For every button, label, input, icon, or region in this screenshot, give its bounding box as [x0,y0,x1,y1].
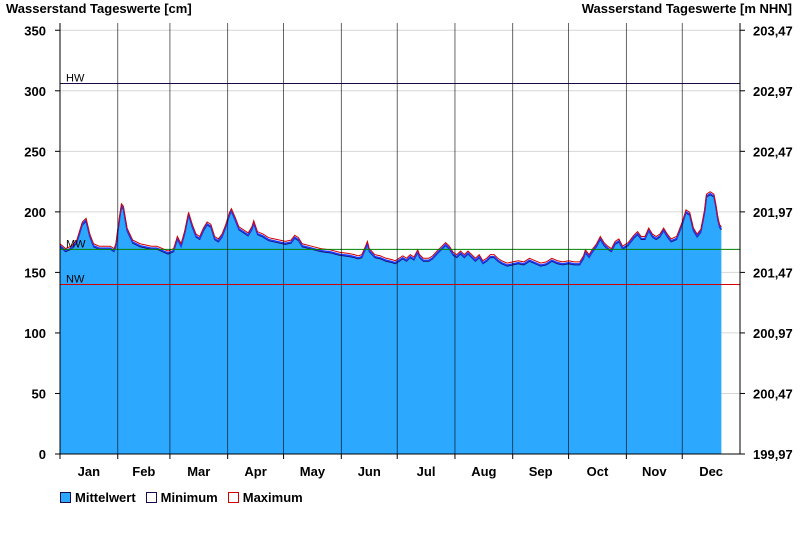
legend-swatch-minimum [145,492,157,503]
tick-label-left: 50 [32,386,46,401]
left-axis-title: Wasserstand Tageswerte [cm] [6,1,192,16]
area-layer [59,191,723,454]
series-line-maximum [59,191,722,264]
legend-item-maximum: Maximum [227,490,303,505]
reference-label-mw: MW [66,238,86,250]
month-label-may: May [300,464,326,479]
month-label-apr: Apr [244,464,266,479]
month-label-sep: Sep [529,464,553,479]
month-dividers: Jan Feb Mar Apr May Jun Jul Aug Sep Oct Nov Dec [59,23,723,479]
legend-label-maximum: Maximum [242,490,303,505]
legend: Mittelwert Minimum Maximum [60,490,303,505]
reference-label-hw: HW [66,73,85,85]
tick-label-right: 200,47 [753,386,793,401]
plot-frame [59,23,741,455]
tick-label-left: 150 [24,265,46,280]
series-line-mittelwert [59,192,723,266]
tick-label-left: 350 [24,23,46,38]
tick-label-right: 201,97 [753,205,793,220]
month-label-jun: Jun [358,464,381,479]
month-label-mar: Mar [187,464,210,479]
month-label-feb: Feb [132,464,155,479]
month-label-aug: Aug [471,464,496,479]
right-axis-title: Wasserstand Tageswerte [m NHN] [581,1,792,16]
tick-label-left: 250 [24,144,46,159]
tick-label-right: 200,97 [753,326,793,341]
month-label-jan: Jan [78,464,100,479]
tick-label-left: 100 [24,326,46,341]
legend-item-mittelwert: Mittelwert [60,490,136,505]
tick-label-left: 300 [24,84,46,99]
axis-ticks: 0 199,97 50 200,47 100 200,97 150 201,47 200 201,… [24,23,792,462]
tick-label-right: 201,47 [753,265,793,280]
legend-swatch-maximum [227,492,239,503]
tick-label-left: 200 [24,205,46,220]
month-label-nov: Nov [642,464,667,479]
month-label-dec: Dec [699,464,723,479]
tick-label-right: 203,47 [753,23,793,38]
series-area-mittelwert [60,193,722,454]
month-label-oct: Oct [587,464,609,479]
legend-item-minimum: Minimum [145,490,218,505]
tick-label-right: 202,97 [753,84,793,99]
legend-label-mittelwert: Mittelwert [75,490,136,505]
reference-label-nw: NW [66,274,85,286]
month-label-jul: Jul [417,464,436,479]
legend-label-minimum: Minimum [160,490,218,505]
tick-label-right: 199,97 [753,447,793,462]
tick-label-right: 202,47 [753,144,793,159]
tick-label-left: 0 [39,447,46,462]
legend-swatch-mittelwert [60,492,71,503]
